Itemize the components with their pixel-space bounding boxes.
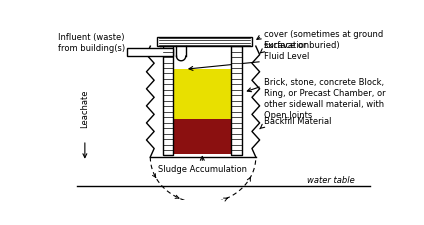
Text: Excavation: Excavation: [263, 41, 310, 50]
Text: Brick, stone, concrete Block,
Ring, or Precast Chamber, or
other sidewall materi: Brick, stone, concrete Block, Ring, or P…: [263, 78, 385, 120]
Bar: [163, 47, 173, 156]
Bar: [127, 49, 173, 57]
Text: cover (sometimes at ground
surface or buried): cover (sometimes at ground surface or bu…: [263, 30, 383, 50]
Text: Sludge Accumulation: Sludge Accumulation: [158, 164, 247, 173]
Text: Fluid Level: Fluid Level: [263, 52, 309, 61]
Bar: [173, 120, 231, 154]
Text: Influent (waste)
from building(s): Influent (waste) from building(s): [58, 33, 125, 53]
Text: Leachate: Leachate: [81, 89, 89, 127]
Text: Backfill Material: Backfill Material: [263, 116, 331, 125]
Bar: [231, 47, 242, 156]
Bar: [157, 38, 252, 47]
Text: water table: water table: [307, 175, 354, 184]
Bar: [173, 70, 231, 120]
